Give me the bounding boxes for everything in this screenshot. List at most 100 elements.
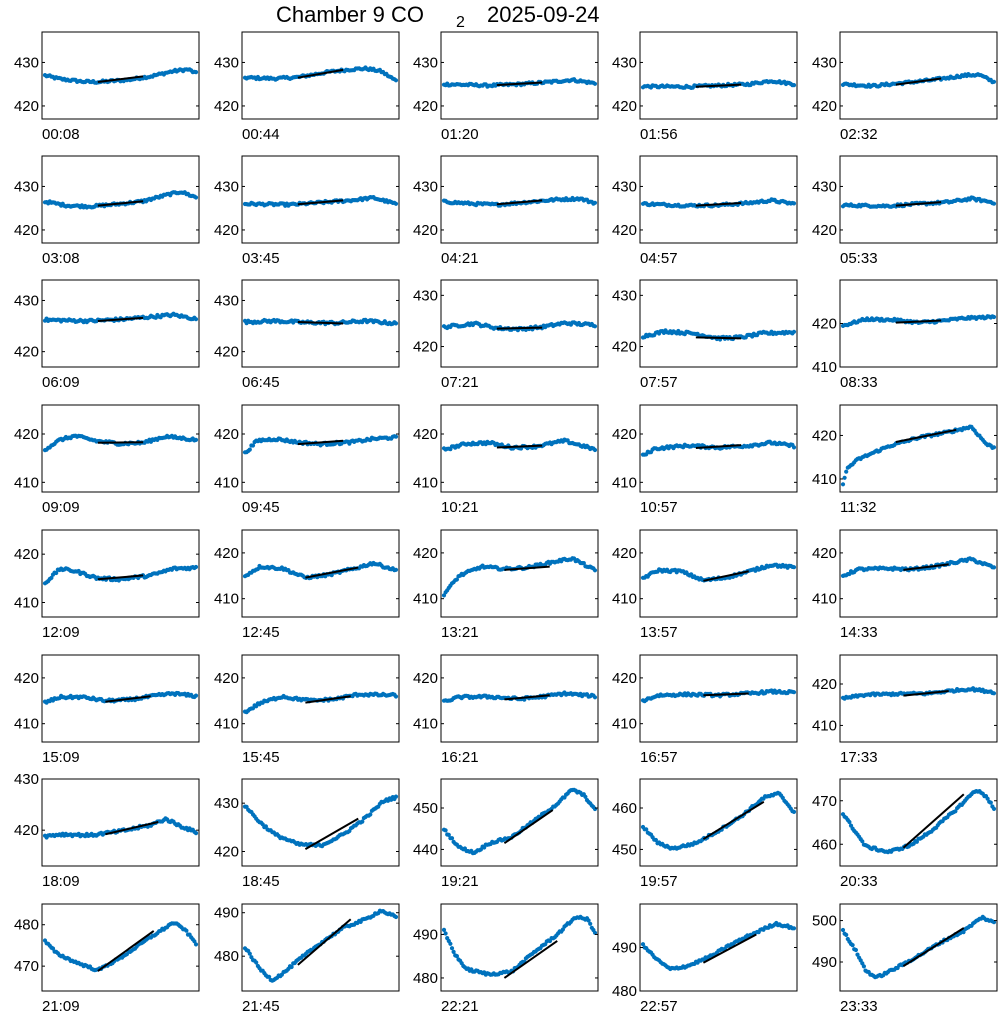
axes-box xyxy=(241,279,400,368)
panel-2333: 490 500 23:33 xyxy=(812,903,998,1014)
panel-0909: 410 420 09:09 xyxy=(14,404,200,516)
data-point xyxy=(991,806,997,812)
fit-line xyxy=(504,694,550,701)
panel-time-label: 16:21 xyxy=(441,749,479,766)
axes-box xyxy=(440,778,599,867)
data-points xyxy=(42,311,199,325)
data-point xyxy=(250,443,256,448)
y-tick-label: 430 xyxy=(413,54,438,71)
fit-line xyxy=(902,927,965,967)
data-point xyxy=(991,314,997,320)
panel-time-label: 03:45 xyxy=(242,250,280,267)
y-tick-label: 430 xyxy=(413,178,438,195)
panel-time-label: 18:09 xyxy=(42,873,80,890)
y-tick-label: 500 xyxy=(812,913,837,930)
data-point xyxy=(991,79,997,84)
axes-box xyxy=(41,404,200,493)
fit-line xyxy=(297,439,344,446)
fit-line xyxy=(297,199,344,206)
fit-line xyxy=(902,793,965,849)
data-point xyxy=(193,437,199,442)
data-points xyxy=(840,789,997,855)
y-tick-label: 420 xyxy=(214,545,239,562)
data-point xyxy=(991,565,997,570)
y-tick-label: 420 xyxy=(214,426,239,443)
axes-box xyxy=(639,778,798,867)
fit-line xyxy=(97,200,144,207)
panel-time-label: 20:33 xyxy=(840,873,878,890)
panel-1132: 410 420 11:32 xyxy=(812,404,998,516)
y-tick-label: 420 xyxy=(14,98,39,115)
data-point xyxy=(289,964,294,970)
panel-1509: 410 420 15:09 xyxy=(14,654,200,766)
data-points xyxy=(640,790,797,851)
data-point xyxy=(914,839,920,844)
y-tick-label: 450 xyxy=(612,841,637,858)
data-points xyxy=(640,79,797,90)
axes-box xyxy=(639,404,798,493)
y-tick-label: 420 xyxy=(14,546,39,563)
data-points xyxy=(640,439,797,457)
data-point xyxy=(448,941,453,946)
data-point xyxy=(791,926,797,931)
data-points xyxy=(42,921,199,973)
data-point xyxy=(393,434,399,439)
data-point xyxy=(193,70,199,75)
panel-1921: 440 450 19:21 xyxy=(413,778,599,890)
data-points xyxy=(441,914,598,977)
data-point xyxy=(991,691,997,696)
axes-box xyxy=(241,654,400,743)
y-tick-label: 410 xyxy=(14,716,39,733)
y-tick-label: 440 xyxy=(413,841,438,858)
data-point xyxy=(393,694,399,699)
fit-line xyxy=(305,695,351,704)
panel-0721: 420 430 07:21 xyxy=(413,279,599,391)
data-point xyxy=(193,317,199,322)
panel-1209: 410 420 12:09 xyxy=(14,529,200,641)
y-tick-label: 420 xyxy=(14,670,39,687)
panel-time-label: 06:09 xyxy=(42,374,80,391)
data-point xyxy=(393,794,399,799)
y-tick-label: 430 xyxy=(812,54,837,71)
axes-box xyxy=(639,31,798,120)
panel-time-label: 08:33 xyxy=(840,374,878,391)
axes-box xyxy=(41,31,200,120)
data-point xyxy=(360,819,365,824)
panel-time-label: 23:33 xyxy=(840,998,878,1014)
data-point xyxy=(449,836,455,841)
axes-box xyxy=(839,404,998,493)
data-point xyxy=(193,831,199,836)
data-point xyxy=(443,931,448,936)
y-tick-label: 420 xyxy=(812,316,837,333)
y-tick-label: 420 xyxy=(413,670,438,687)
y-tick-label: 480 xyxy=(214,948,239,965)
panel-0156: 420 430 01:56 xyxy=(612,31,798,143)
axes-box xyxy=(839,654,998,743)
y-tick-label: 430 xyxy=(14,54,39,71)
panel-time-label: 03:08 xyxy=(42,250,80,267)
y-tick-label: 490 xyxy=(214,905,239,922)
panel-0645: 420 430 06:45 xyxy=(214,279,400,391)
panel-time-label: 12:45 xyxy=(242,624,280,641)
panel-1357: 410 420 13:57 xyxy=(612,529,798,641)
y-tick-label: 420 xyxy=(214,222,239,239)
y-tick-label: 430 xyxy=(214,178,239,195)
axes-box xyxy=(241,155,400,244)
data-points xyxy=(640,328,797,342)
axes-box xyxy=(839,31,998,120)
panel-2257: 480 490 22:57 xyxy=(612,903,798,1014)
axes-box xyxy=(41,778,200,867)
data-point xyxy=(583,794,588,799)
fit-line xyxy=(895,77,942,86)
panel-time-label: 22:57 xyxy=(640,998,678,1014)
data-points xyxy=(441,437,598,453)
axes-box xyxy=(41,654,200,743)
y-tick-label: 490 xyxy=(413,926,438,943)
axes-box xyxy=(639,903,798,992)
data-point xyxy=(393,321,399,326)
y-tick-label: 420 xyxy=(214,98,239,115)
y-tick-label: 410 xyxy=(812,717,837,734)
y-tick-label: 420 xyxy=(413,426,438,443)
panel-time-label: 04:57 xyxy=(640,250,678,267)
